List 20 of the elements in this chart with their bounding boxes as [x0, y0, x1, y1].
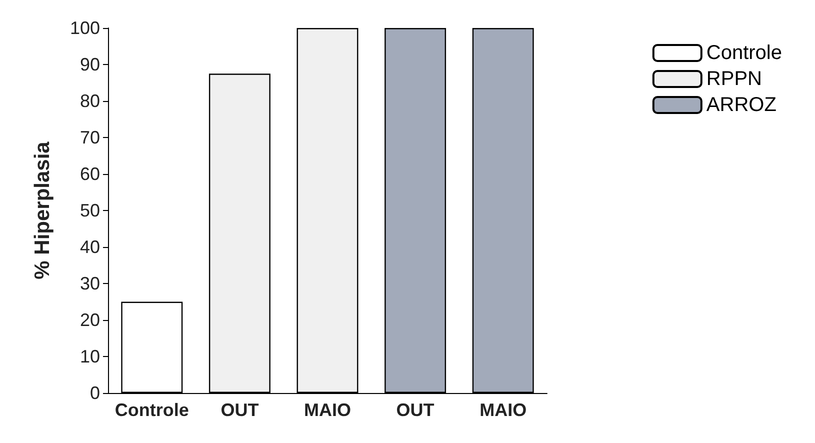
y-tick-label: 70 [80, 128, 100, 148]
x-tick-label: MAIO [480, 400, 527, 420]
legend-label: Controle [706, 42, 782, 64]
x-tick-label: OUT [220, 400, 259, 420]
y-axis-title: % Hiperplasia [31, 141, 54, 280]
legend-label: RPPN [706, 68, 762, 90]
y-tick-label: 80 [80, 91, 100, 111]
y-tick-label: 30 [80, 274, 100, 294]
y-tick-label: 20 [80, 310, 100, 330]
x-tick-label: OUT [396, 400, 434, 420]
x-tick-label: MAIO [304, 400, 351, 420]
legend-label: ARROZ [706, 94, 776, 116]
y-tick-label: 40 [80, 237, 100, 257]
y-tick-label: 0 [90, 383, 100, 403]
x-tick-label: Controle [114, 400, 189, 420]
y-tick-label: 60 [80, 164, 100, 184]
y-tick-label: 50 [80, 200, 100, 220]
y-tick-label: 10 [80, 346, 100, 366]
y-tick-label: 90 [80, 54, 100, 74]
y-tick-label: 100 [70, 18, 100, 38]
